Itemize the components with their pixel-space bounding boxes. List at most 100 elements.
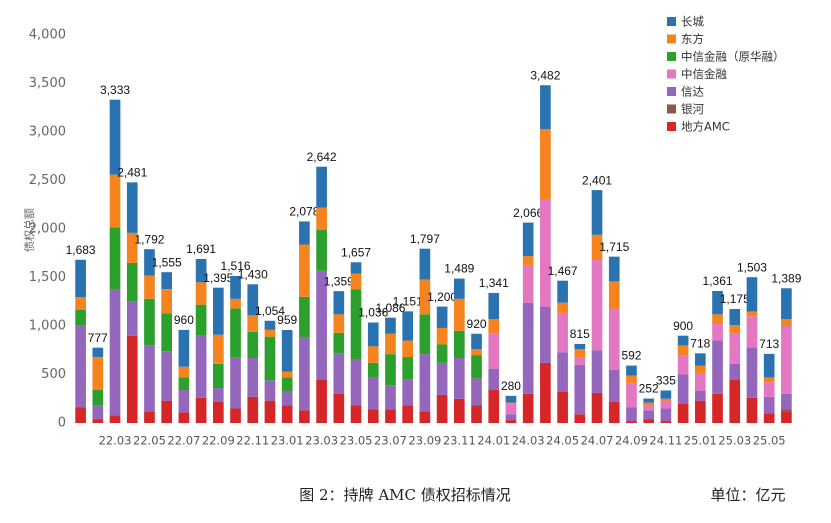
bar-segment	[729, 363, 741, 380]
legend-label: 中信金融（原华融）	[681, 50, 785, 64]
y-tick-label: 1,500	[29, 270, 66, 285]
bar-segment	[316, 270, 327, 380]
total-label: 900	[673, 319, 693, 333]
bar-segment	[212, 334, 224, 364]
bar-segment	[419, 354, 431, 412]
bar-segment	[781, 411, 792, 423]
total-label: 1,361	[703, 274, 733, 288]
bar-segment	[333, 332, 345, 354]
legend-label: 地方AMC	[681, 120, 730, 134]
total-label: 1,797	[410, 232, 440, 246]
bar-segment	[178, 377, 190, 391]
bar-segment	[212, 363, 224, 389]
x-tick-label: 23.09	[408, 434, 441, 448]
bar-segment	[195, 397, 207, 423]
bar-segment	[729, 332, 741, 364]
bar-segment	[281, 371, 293, 378]
legend-swatch	[667, 34, 676, 44]
bar-segment	[746, 347, 758, 398]
total-label: 2,642	[307, 150, 337, 164]
bar-segment	[505, 420, 517, 423]
y-tick-label: 2,000	[29, 222, 66, 237]
bar-segment	[540, 362, 551, 423]
bar-segment	[591, 190, 603, 235]
bar-segment	[591, 392, 603, 423]
bar-segment	[299, 410, 310, 423]
x-tick-label: 22.05	[133, 434, 166, 448]
bar-segment	[471, 355, 482, 379]
total-label: 1,516	[221, 259, 251, 273]
bar-segment	[212, 388, 224, 402]
x-tick-label: 22.03	[99, 434, 132, 448]
bar-segment	[660, 421, 672, 423]
bar-segment	[643, 419, 655, 423]
bar-segment	[333, 353, 345, 394]
bar-segment	[471, 333, 482, 350]
bar-segment	[643, 410, 655, 420]
total-label: 920	[467, 317, 487, 331]
total-label: 777	[88, 331, 108, 345]
bar-segment	[385, 317, 396, 334]
x-tick-label: 25.03	[718, 434, 751, 448]
bar-segment	[574, 343, 586, 350]
bar-segment	[230, 408, 241, 423]
y-tick-label: 4,000	[29, 28, 66, 43]
bar-segment	[316, 229, 327, 271]
y-tick-label: 500	[41, 367, 66, 382]
bar-segment	[281, 329, 293, 372]
bar-segment	[781, 409, 792, 412]
bar-segment	[350, 262, 362, 274]
bar-segment	[333, 393, 345, 423]
bar-segment	[144, 275, 155, 299]
bar-segment	[419, 248, 431, 280]
total-label: 960	[174, 313, 194, 327]
bar-segment	[488, 319, 500, 334]
bar-segment	[574, 349, 586, 358]
bar-segment	[126, 262, 138, 302]
bar-segment	[126, 182, 138, 233]
total-label: 2,066	[513, 206, 543, 220]
total-label: 1,086	[375, 301, 405, 315]
bar-segment	[75, 407, 86, 423]
total-label: 1,683	[66, 243, 96, 257]
bar-segment	[281, 405, 293, 423]
bar-segment	[212, 287, 224, 335]
bar-segment	[92, 405, 104, 420]
bar-segment	[195, 335, 207, 398]
bar-segment	[471, 378, 482, 406]
bar-segment	[694, 353, 706, 366]
bar-segment	[75, 297, 86, 310]
bar-segment	[299, 221, 310, 245]
x-tick-label: 22.11	[236, 434, 269, 448]
bar-segment	[626, 421, 637, 423]
bar-segment	[161, 313, 173, 352]
bar-segment	[505, 402, 517, 404]
bar-segment	[299, 296, 310, 338]
bar-segment	[264, 380, 276, 401]
total-label: 1,359	[324, 274, 354, 288]
bar-segment	[453, 398, 465, 423]
bar-segment	[126, 301, 138, 336]
bar-segment	[453, 298, 465, 331]
bar-segment	[419, 279, 431, 315]
bar-segment	[557, 313, 568, 353]
bar-segment	[316, 207, 327, 230]
bar-segment	[264, 336, 276, 381]
bar-segment	[505, 414, 517, 421]
x-tick-label: 23.11	[443, 434, 476, 448]
bar-segment	[608, 281, 620, 309]
bar-segment	[746, 316, 758, 348]
y-tick-label: 1,000	[29, 319, 66, 334]
bar-segment	[92, 419, 104, 423]
bar-segment	[402, 311, 414, 341]
bar-segment	[109, 99, 121, 175]
legend-swatch	[667, 69, 676, 79]
bar-segment	[230, 298, 241, 309]
bar-segment	[126, 335, 138, 423]
total-label: 2,078	[289, 205, 319, 219]
bar-segment	[522, 393, 534, 423]
bar-segment	[763, 382, 775, 397]
total-label: 1,467	[548, 264, 578, 278]
bar-segment	[453, 358, 465, 399]
